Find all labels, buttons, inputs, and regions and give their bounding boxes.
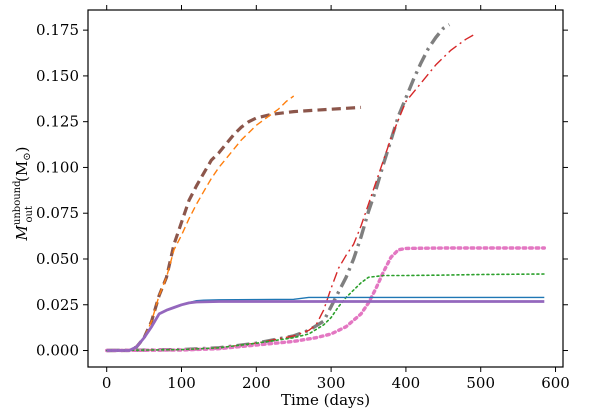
series-line-6 [105, 273, 546, 352]
series-line-3 [106, 23, 451, 353]
y-axis-label-unit-sub: ⊙ [22, 152, 33, 160]
y-tick-label: 0.150 [36, 67, 79, 85]
y-axis-label-main: M [13, 224, 31, 241]
y-axis-label-sub: out [24, 206, 35, 222]
y-tick-label: 0.075 [36, 204, 79, 222]
y-tick-label: 0.000 [36, 342, 79, 360]
y-tick-label: 0.175 [36, 21, 79, 39]
series-line-4 [106, 33, 476, 352]
x-tick-label: 300 [317, 374, 346, 392]
series-line-5 [105, 246, 546, 353]
y-axis-label: Munboundout (M⊙) [12, 147, 35, 242]
x-tick-label: 200 [242, 374, 271, 392]
x-tick-label: 400 [392, 374, 421, 392]
x-tick-label: 0 [102, 374, 112, 392]
series-layer [105, 23, 546, 353]
y-tick-label: 0.025 [36, 296, 79, 314]
ticks-layer: 0 100 200 300 400 500 600 0.000 0.025 0.050 0.075 0… [36, 5, 570, 392]
x-tick-label: 600 [541, 374, 570, 392]
y-tick-label: 0.100 [36, 158, 79, 176]
series-line-1 [106, 105, 362, 353]
series-line-2 [106, 95, 295, 352]
y-axis-label-unit: (M [13, 161, 31, 182]
y-tick-label: 0.125 [36, 113, 79, 131]
x-tick-label: 500 [466, 374, 495, 392]
series-line-8 [106, 300, 545, 352]
plot-frame [87, 9, 564, 368]
x-tick-label: 100 [167, 374, 196, 392]
y-tick-label: 0.050 [36, 250, 79, 268]
y-axis-label-unit-close: ) [13, 147, 31, 153]
x-axis-label: Time (days) [281, 391, 370, 409]
y-axis-label-sup: unbound [12, 180, 23, 225]
